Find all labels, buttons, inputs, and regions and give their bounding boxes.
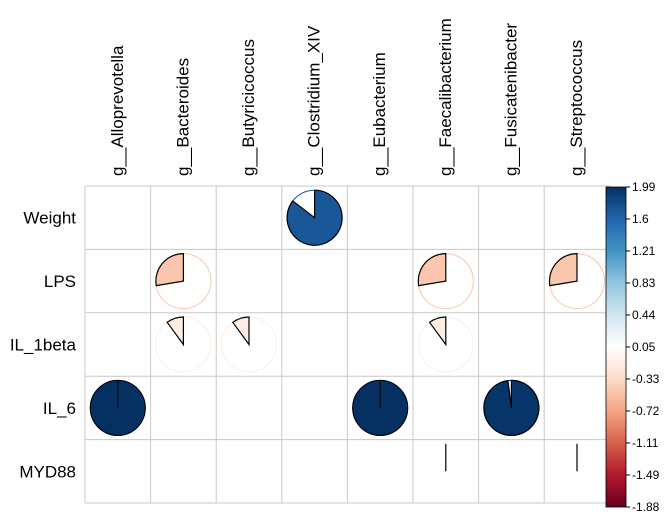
pie-wedge — [286, 189, 343, 246]
colorbar-tick-label: -0.72 — [632, 404, 660, 418]
pie-wedge — [231, 316, 250, 347]
row-label: IL_6 — [43, 399, 76, 418]
pie-wedge — [155, 252, 184, 287]
colorbar-tick-label: 1.21 — [632, 244, 656, 258]
column-label: g__Faecalibacterium — [436, 18, 455, 176]
column-label: g__Bacteroides — [173, 58, 192, 176]
column-labels: g__Alloprevotella g__Bacteroides g__Butyri… — [108, 18, 586, 176]
grid — [84, 185, 611, 504]
column-label: g__Eubacterium — [370, 52, 389, 176]
pie-mark — [352, 379, 409, 436]
pie-wedge — [548, 252, 578, 287]
pie-wedge — [483, 379, 540, 436]
pie-mark — [417, 316, 474, 373]
pie-wedge — [166, 316, 184, 347]
colorbar-tick-label: -1.11 — [632, 436, 659, 450]
colorbar-tick-label: -1.49 — [632, 468, 660, 482]
pie-mark — [89, 379, 146, 436]
pie-layer — [89, 189, 605, 500]
colorbar-tick-label: 1.99 — [632, 180, 656, 194]
colorbar: 1.99 1.6 1.21 0.83 0.44 0.05 -0.33 -0.72 -1.11 -1… — [605, 180, 660, 514]
row-label: IL_1beta — [10, 336, 77, 355]
colorbar-tick-label: -0.33 — [632, 372, 660, 386]
row-label: LPS — [44, 272, 76, 291]
colorbar-tick-label: 1.6 — [632, 212, 649, 226]
column-label: g__Streptococcus — [567, 40, 586, 176]
pie-mark — [549, 443, 605, 500]
column-label: g__Butyricicoccus — [239, 39, 258, 176]
colorbar-tick-label: -1.88 — [632, 500, 660, 514]
pie-mark — [221, 316, 277, 373]
column-label: g__Fusicatenibacter — [501, 23, 520, 176]
pie-mark — [548, 252, 605, 310]
pie-mark — [155, 316, 212, 373]
row-labels: Weight LPS IL_1beta IL_6 MYD88 — [10, 209, 77, 482]
colorbar-tick-label: 0.05 — [632, 340, 656, 354]
colorbar-bar — [605, 186, 627, 508]
colorbar-tick-label: 0.83 — [632, 276, 656, 290]
column-label: g__Clostridium_XIV — [305, 25, 324, 176]
pie-mark — [155, 252, 212, 310]
colorbar-tick-label: 0.44 — [632, 308, 656, 322]
pie-wedge — [417, 252, 447, 287]
row-label: MYD88 — [19, 462, 76, 481]
pie-mark — [286, 189, 343, 246]
pie-wedge — [428, 316, 447, 347]
column-label: g__Alloprevotella — [108, 45, 127, 176]
pie-mark — [483, 379, 540, 436]
row-label: Weight — [23, 209, 76, 228]
pie-mark — [417, 252, 474, 310]
pie-mark — [417, 443, 474, 500]
